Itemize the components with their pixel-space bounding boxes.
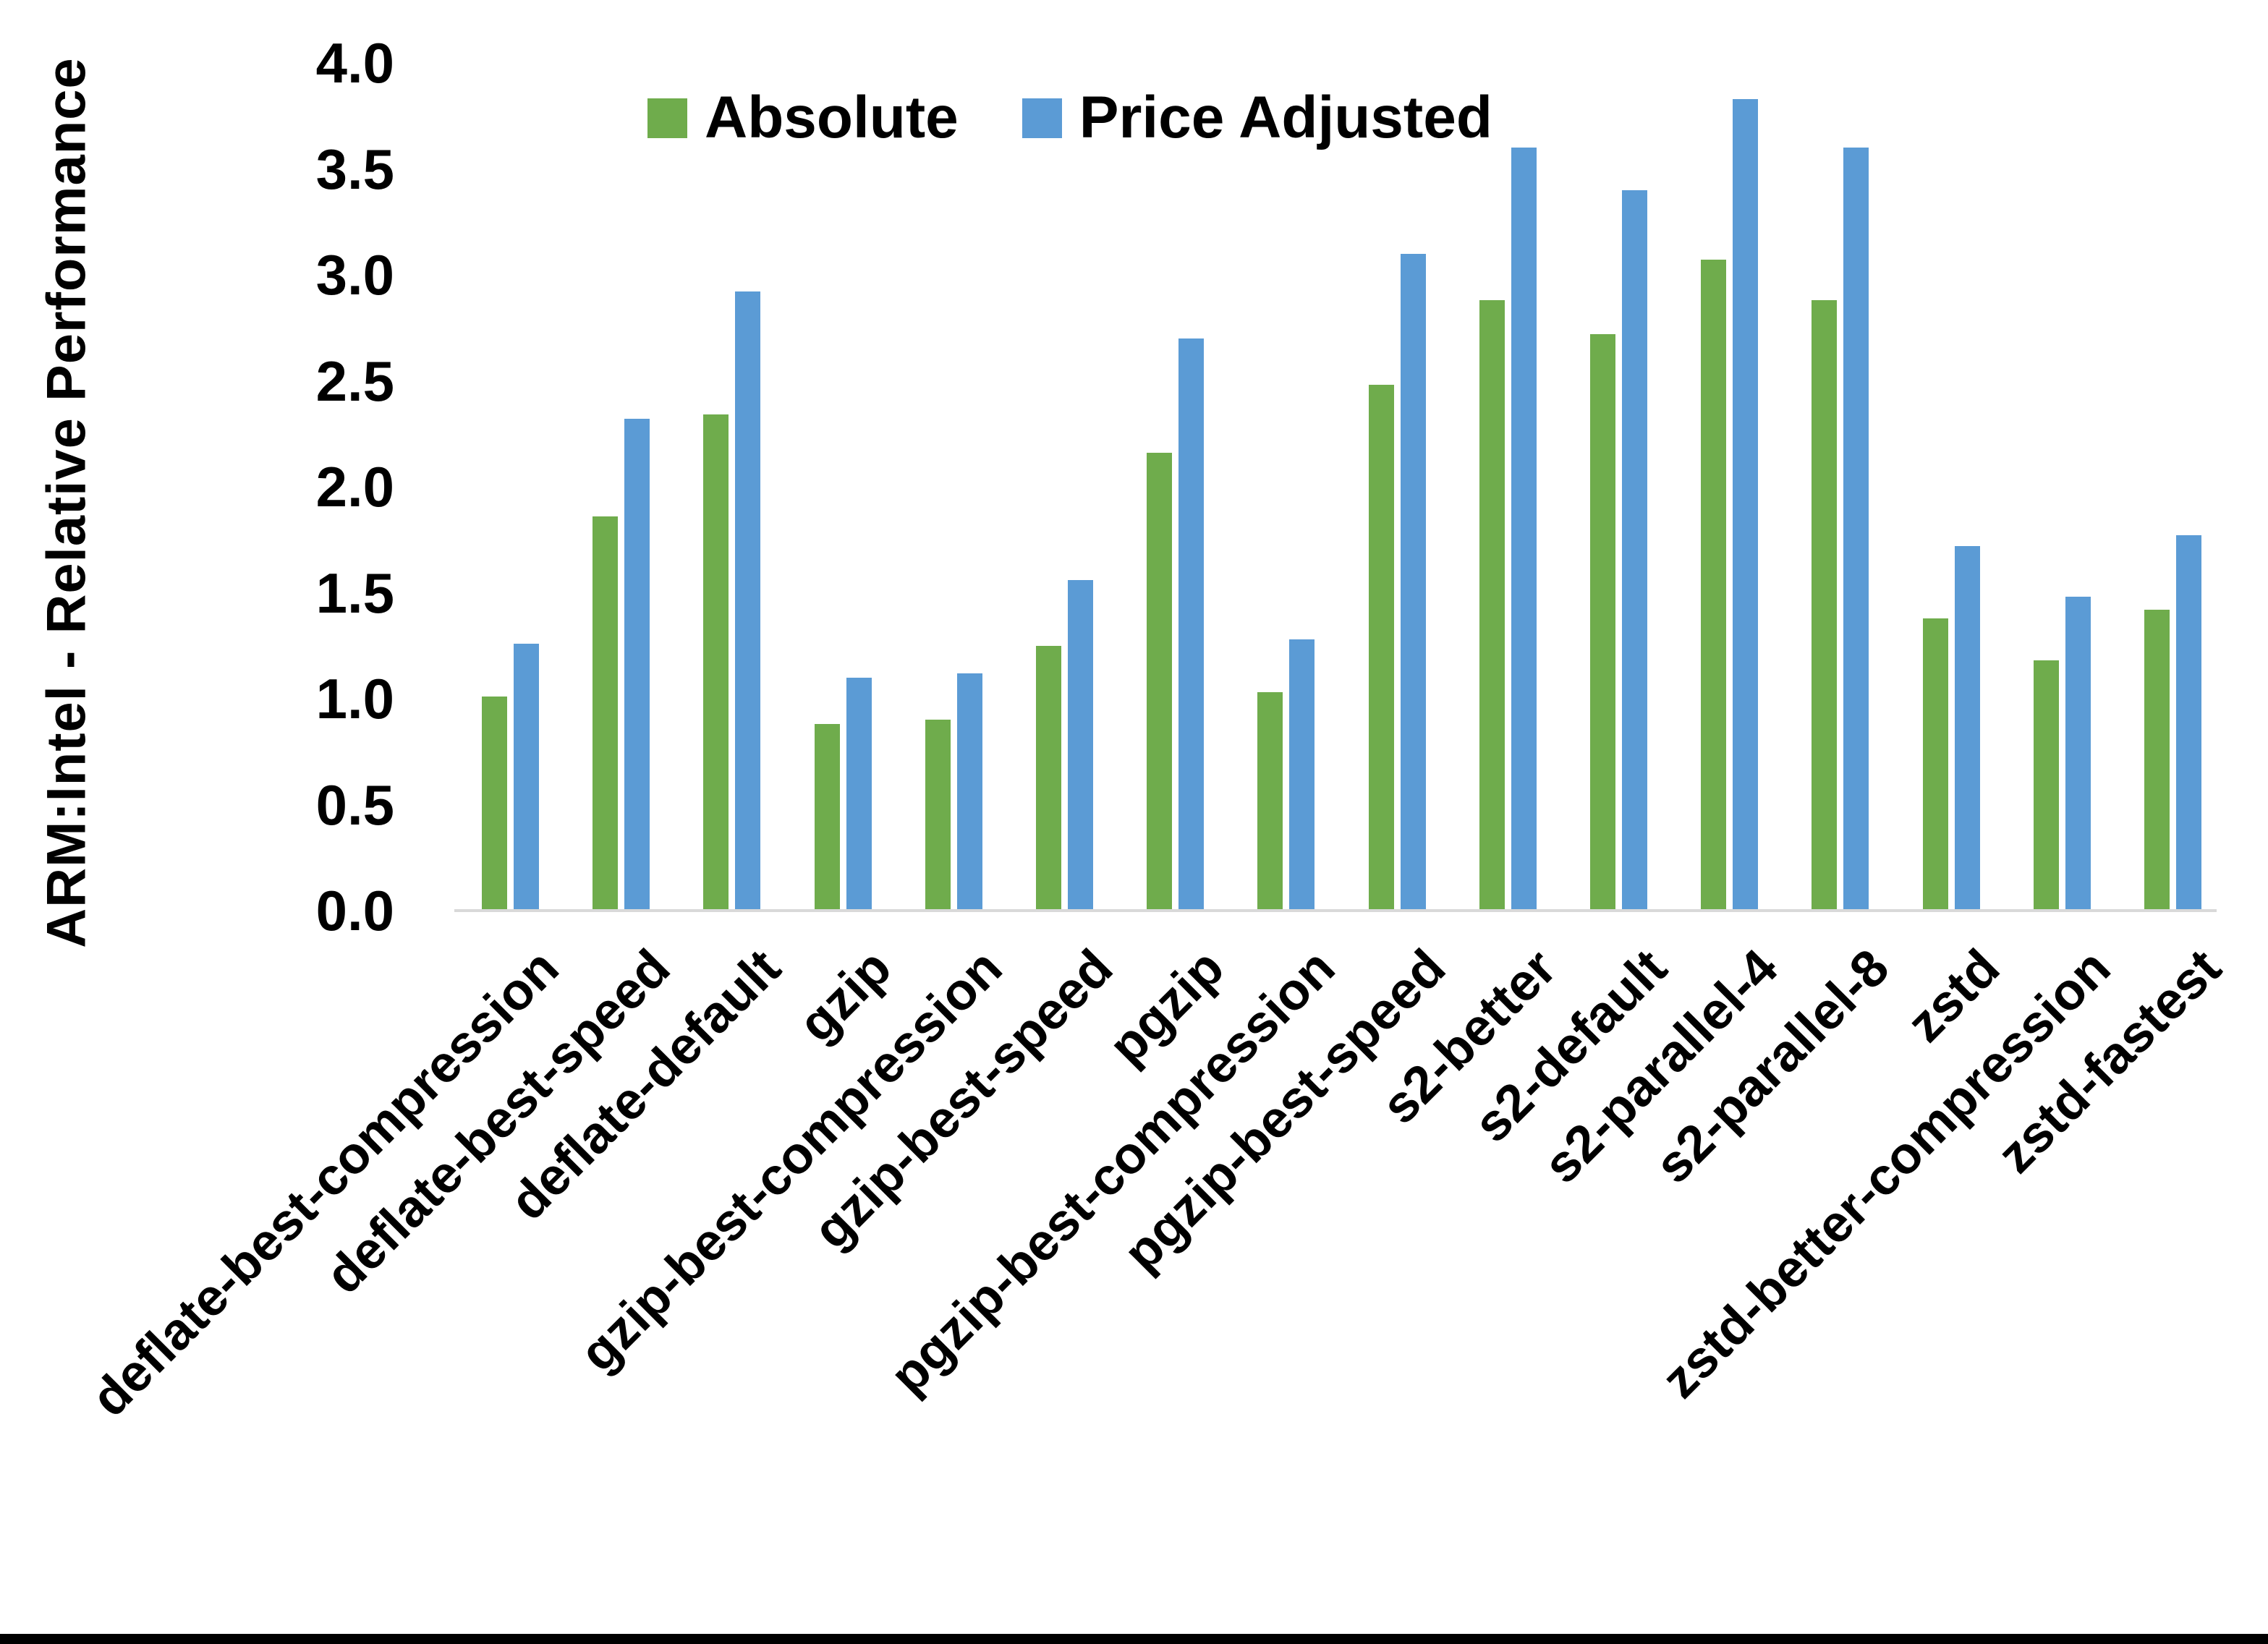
bar-absolute-zstd-fastest <box>2144 609 2170 911</box>
bar-price-adjusted-gzip <box>846 677 872 911</box>
bar-price-adjusted-deflate-best-speed <box>624 419 650 911</box>
bar-price-adjusted-s2-default <box>1622 189 1647 911</box>
y-axis-title: ARM:Intel - Relative Performance <box>35 57 98 948</box>
bar-absolute-pgzip <box>1147 453 1173 911</box>
legend-swatch-absolute-icon <box>647 98 687 138</box>
bar-absolute-pgzip-best-speed <box>1368 385 1394 911</box>
legend: Absolute Price Adjusted <box>647 78 1492 158</box>
legend-label-price-adjusted: Price Adjusted <box>1079 85 1492 150</box>
y-tick-label-2.0: 2.0 <box>315 455 394 519</box>
bar-price-adjusted-gzip-best-speed <box>1068 579 1093 911</box>
bar-price-adjusted-pgzip <box>1178 338 1205 911</box>
bar-absolute-s2-parallel-4 <box>1701 260 1727 911</box>
bar-absolute-s2-parallel-8 <box>1812 300 1838 911</box>
bottom-border <box>0 1634 2268 1644</box>
y-tick-label-3.0: 3.0 <box>315 243 394 307</box>
legend-label-absolute: Absolute <box>705 85 959 150</box>
bar-price-adjusted-deflate-best-compression <box>514 643 539 911</box>
bar-price-adjusted-pgzip-best-compression <box>1289 639 1315 911</box>
legend-item-price-adjusted: Price Adjusted <box>1022 84 1492 152</box>
y-tick-label-1.0: 1.0 <box>315 667 394 731</box>
bar-price-adjusted-pgzip-best-speed <box>1400 253 1426 911</box>
bar-absolute-deflate-best-compression <box>482 697 507 911</box>
bar-absolute-pgzip-best-compression <box>1257 692 1283 911</box>
bar-absolute-deflate-best-speed <box>593 516 619 911</box>
bar-price-adjusted-s2-parallel-8 <box>1843 148 1869 911</box>
legend-swatch-price-adjusted-icon <box>1022 98 1062 138</box>
bar-absolute-deflate-default <box>703 414 729 911</box>
y-tick-label-2.5: 2.5 <box>315 349 394 413</box>
y-tick-label-4.0: 4.0 <box>315 31 394 95</box>
bar-price-adjusted-zstd <box>1954 546 1980 911</box>
legend-item-absolute: Absolute <box>647 84 959 152</box>
y-tick-label-0.5: 0.5 <box>315 772 394 837</box>
bar-price-adjusted-s2-parallel-4 <box>1733 98 1759 911</box>
bar-price-adjusted-zstd-better-compression <box>2065 597 2091 911</box>
y-tick-label-0.0: 0.0 <box>315 879 394 942</box>
y-tick-label-3.5: 3.5 <box>315 137 394 201</box>
bar-absolute-gzip-best-speed <box>1036 645 1061 911</box>
bar-absolute-zstd-better-compression <box>2033 660 2059 911</box>
bar-price-adjusted-deflate-default <box>735 291 761 911</box>
bar-absolute-gzip <box>814 724 840 911</box>
x-category-label-zstd-fastest: zstd-fastest <box>1987 938 2233 1185</box>
y-tick-label-1.5: 1.5 <box>315 561 394 625</box>
bar-absolute-s2-default <box>1590 334 1615 911</box>
bar-absolute-gzip-best-compression <box>925 720 951 911</box>
x-axis-line <box>454 909 2217 912</box>
bar-price-adjusted-gzip-best-compression <box>956 673 982 911</box>
bar-absolute-zstd <box>1922 618 1948 911</box>
bar-absolute-s2-better <box>1479 300 1505 911</box>
bar-price-adjusted-s2-better <box>1511 148 1537 911</box>
bar-price-adjusted-zstd-fastest <box>2176 535 2201 911</box>
